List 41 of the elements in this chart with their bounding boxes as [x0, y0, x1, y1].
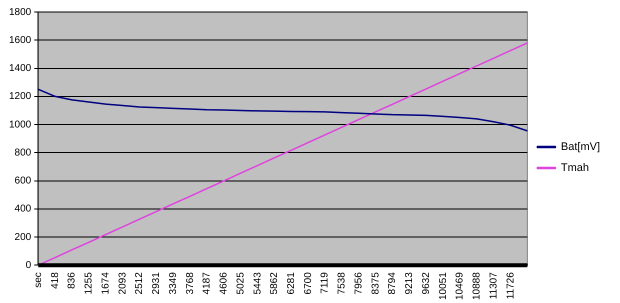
x-tick-label: 10469	[454, 272, 466, 300]
y-tick-label: 400	[14, 204, 32, 215]
x-tick-label: 2931	[151, 272, 162, 294]
x-tick-label: 5443	[252, 272, 264, 294]
x-tick-label: 10888	[472, 272, 483, 300]
y-tick-label: 600	[14, 176, 32, 187]
y-tick-label: 800	[14, 147, 32, 158]
x-tick-label: 4187	[202, 272, 213, 294]
y-tick-label: 1400	[8, 63, 32, 74]
x-tick-label: 418	[50, 272, 61, 289]
x-tick-label: 5025	[235, 272, 246, 294]
x-tick-label: 11726	[505, 272, 516, 300]
x-tick-label: 8794	[387, 272, 398, 294]
y-tick-label: 1200	[8, 91, 32, 102]
x-tick-label: 2093	[117, 272, 128, 294]
y-tick-label: 1000	[8, 119, 32, 130]
x-tick-label: 3768	[184, 272, 196, 294]
x-tick-label: 10051	[438, 272, 449, 300]
x-tick-label: 836	[66, 272, 78, 289]
x-tick-label: 1674	[100, 272, 112, 294]
x-tick-label: 11307	[488, 272, 500, 300]
x-tick-label: 7538	[336, 272, 348, 294]
x-tick-label: 2512	[134, 272, 146, 294]
y-tick-label: 1600	[8, 34, 32, 46]
x-tick-label: 7956	[353, 272, 364, 294]
x-tick-label: sec	[32, 272, 44, 288]
y-tick-label: 0	[26, 260, 32, 271]
x-tick-label: 3349	[168, 272, 179, 294]
x-tick-label: 7119	[320, 272, 331, 294]
y-tick-label: 200	[14, 232, 32, 243]
x-tick-label: 9632	[420, 272, 432, 294]
x-tick-label: 5862	[269, 272, 280, 294]
legend-label: Bat[mV]	[560, 141, 600, 154]
x-tick-label: 9213	[404, 272, 416, 294]
legend-label: Tmah	[560, 162, 589, 174]
x-tick-label: 1255	[84, 272, 95, 294]
x-tick-label: 6700	[302, 272, 314, 294]
x-tick-label: 8375	[370, 272, 382, 294]
y-tick-label: 1800	[8, 6, 32, 18]
x-tick-label: 4606	[218, 272, 230, 294]
x-tick-label: 6281	[286, 272, 297, 294]
